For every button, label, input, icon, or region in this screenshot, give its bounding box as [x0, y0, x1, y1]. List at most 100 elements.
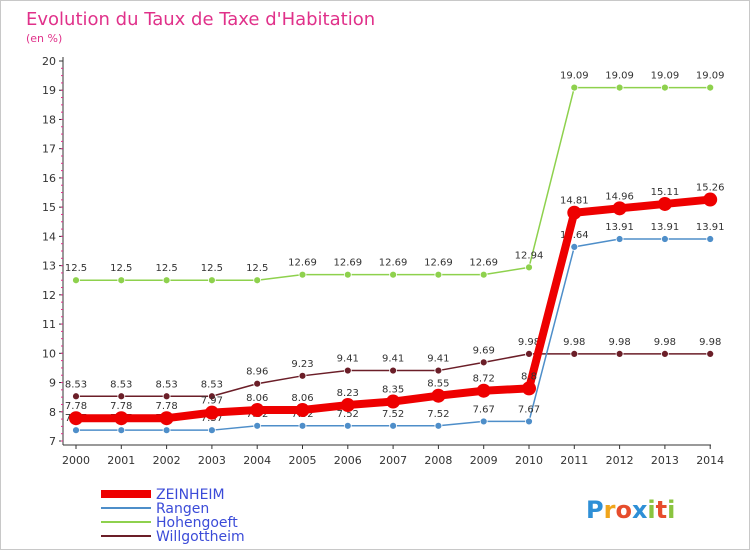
data-label: 13.64: [560, 230, 589, 241]
data-label: 8.53: [155, 379, 177, 390]
data-label: 13.91: [651, 222, 680, 233]
data-label: 9.41: [337, 354, 359, 365]
logo-letter: x: [632, 496, 648, 524]
x-tick-label: 2003: [198, 454, 226, 467]
data-point: [657, 196, 672, 211]
data-point: [570, 83, 579, 92]
data-label: 7.67: [473, 404, 495, 415]
data-point: [570, 349, 579, 358]
logo-letter: i: [647, 496, 655, 524]
x-tick-label: 2009: [470, 454, 498, 467]
legend-item-rangen: Rangen: [101, 501, 209, 517]
legend-label: Hohengoeft: [156, 515, 238, 531]
data-point: [162, 392, 171, 401]
data-label: 8.72: [473, 374, 495, 385]
data-point: [615, 349, 624, 358]
data-label: 14.96: [605, 191, 634, 202]
x-tick-label: 2002: [153, 454, 181, 467]
data-label: 9.41: [382, 354, 404, 365]
data-point: [340, 398, 355, 413]
data-point: [72, 426, 80, 435]
data-label: 7.78: [65, 401, 87, 412]
data-point: [159, 411, 174, 426]
logo-letter: r: [604, 496, 616, 524]
data-label: 9.98: [699, 337, 721, 348]
data-label: 9.98: [518, 337, 540, 348]
data-label: 12.5: [110, 263, 132, 274]
data-point: [207, 426, 216, 435]
series-hohengoeft: 12.5 12.5 12.5 12.5 12.5 12.69 12.69 12.69 12.69…: [65, 71, 725, 285]
data-label: 7.78: [155, 401, 177, 412]
data-label: 12.69: [424, 258, 453, 269]
data-point: [204, 405, 219, 420]
legend-label: ZEINHEIM: [156, 487, 225, 503]
y-tick-label: 15: [42, 201, 56, 214]
data-label: 14.81: [560, 196, 589, 207]
logo-letter: P: [586, 496, 604, 524]
data-point: [343, 421, 352, 430]
data-label: 12.69: [333, 258, 362, 269]
data-point: [522, 381, 536, 396]
data-point: [525, 263, 533, 272]
data-point: [706, 83, 715, 92]
data-label: 8.23: [337, 388, 359, 399]
data-point: [615, 83, 624, 92]
x-tick-label: 2007: [379, 454, 407, 467]
x-tick-label: 2014: [696, 454, 724, 467]
data-label: 8.06: [291, 393, 313, 404]
series-zeinheim: 7.78 7.78 7.78 7.97 8.06 8.06 8.23 8.35 8.55 8.72…: [65, 183, 725, 426]
x-tick-label: 2011: [560, 454, 588, 467]
data-point: [162, 276, 171, 285]
data-point: [703, 192, 718, 207]
data-point: [434, 421, 443, 430]
data-label: 9.23: [291, 359, 313, 370]
data-label: 19.09: [696, 71, 725, 82]
y-tick-label: 9: [49, 377, 56, 390]
data-label: 7.52: [337, 409, 359, 420]
data-point: [117, 392, 126, 401]
data-point: [207, 276, 216, 285]
data-point: [612, 201, 627, 216]
data-point: [298, 270, 307, 279]
data-point: [162, 426, 171, 435]
data-label: 8.55: [427, 379, 449, 390]
x-tick-label: 2006: [334, 454, 362, 467]
y-tick-label: 11: [42, 318, 56, 331]
data-point: [117, 276, 126, 285]
legend-label: Rangen: [156, 501, 209, 517]
data-point: [706, 235, 715, 243]
x-tick-label: 2000: [62, 454, 90, 467]
legend-item-zeinheim: ZEINHEIM: [101, 487, 225, 503]
data-point: [615, 235, 624, 243]
x-tick-label: 2012: [606, 454, 634, 467]
series-layer: 8.53 8.53 8.53 8.53 8.96 9.23 9.41 9.41 9.41 9.69…: [65, 71, 725, 435]
legend-item-hohengoeft: Hohengoeft: [101, 515, 238, 531]
x-tick-label: 2008: [424, 454, 452, 467]
data-label: 8.53: [65, 379, 87, 390]
legend-item-willgottheim: Willgottheim: [101, 529, 245, 545]
legend-label: Willgottheim: [156, 529, 245, 545]
axes: 7 8 9 10 11 12 13 14 15 16 17 18 19 20 2000 2001 2002 200…: [42, 55, 724, 467]
data-point: [389, 366, 398, 375]
data-label: 9.98: [608, 337, 630, 348]
data-label: 12.5: [65, 263, 87, 274]
data-label: 19.09: [560, 71, 589, 82]
logo-text: Proxiti: [586, 496, 675, 524]
data-point: [479, 358, 488, 367]
data-label: 12.69: [469, 258, 498, 269]
y-tick-label: 8: [49, 406, 56, 419]
data-point: [434, 366, 443, 375]
data-label: 9.69: [473, 345, 495, 356]
data-label: 12.69: [288, 258, 317, 269]
y-tick-label: 19: [42, 84, 56, 97]
y-tick-label: 16: [42, 172, 56, 185]
data-point: [343, 270, 352, 279]
data-label: 8.35: [382, 385, 404, 396]
data-point: [253, 276, 262, 285]
data-point: [525, 349, 533, 358]
data-point: [386, 394, 401, 409]
logo-letter: t: [656, 496, 667, 524]
data-point: [661, 235, 669, 243]
